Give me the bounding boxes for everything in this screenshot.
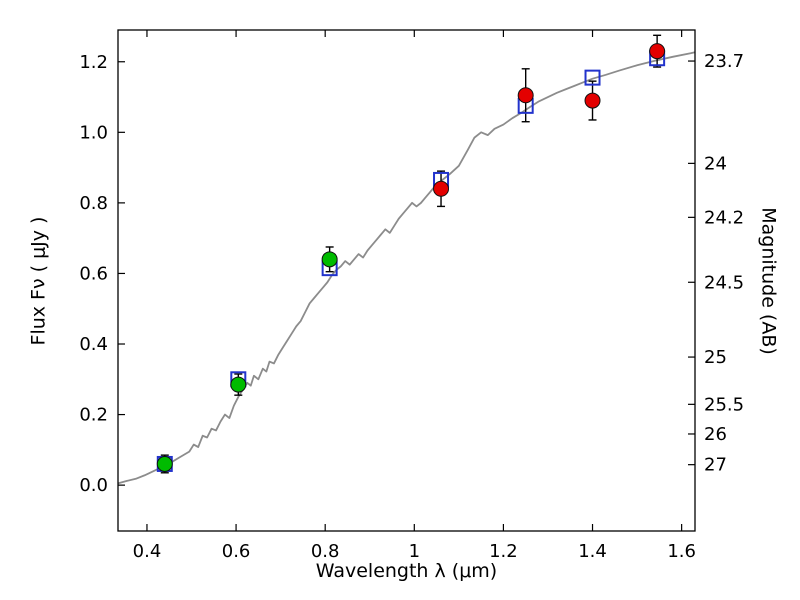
y-axis-label-flux: Flux Fν ( μJy ) bbox=[27, 216, 50, 346]
magnitude-tick-label: 25.5 bbox=[704, 394, 744, 415]
magnitude-tick-label: 26 bbox=[704, 424, 727, 445]
x-tick-label: 1 bbox=[409, 541, 420, 562]
magnitude-tick-label: 24 bbox=[704, 153, 727, 174]
y-tick-label: 1.2 bbox=[79, 52, 108, 73]
y-tick-label: 0.4 bbox=[79, 334, 108, 355]
observed-point-optical bbox=[156, 455, 173, 472]
observed-point-nir bbox=[433, 180, 450, 197]
magnitude-tick-label: 25 bbox=[704, 347, 727, 368]
observed-point-optical bbox=[321, 251, 338, 268]
y-tick-label: 0.6 bbox=[79, 263, 108, 284]
observed-point-nir bbox=[517, 87, 534, 104]
x-tick-label: 0.4 bbox=[133, 541, 162, 562]
x-tick-label: 1.6 bbox=[667, 541, 696, 562]
magnitude-tick-label: 27 bbox=[704, 455, 727, 476]
y-axis-label-magnitude: Magnitude (AB) bbox=[757, 207, 780, 355]
observed-point-nir bbox=[649, 43, 666, 60]
axes-box bbox=[117, 29, 696, 532]
x-tick-label: 1.2 bbox=[489, 541, 518, 562]
observed-point-nir bbox=[584, 92, 601, 109]
observed-point-optical bbox=[230, 376, 247, 393]
y-tick-label: 0.8 bbox=[79, 193, 108, 214]
x-tick-label: 1.4 bbox=[578, 541, 607, 562]
magnitude-tick-label: 24.5 bbox=[704, 272, 744, 293]
y-tick-label: 0.2 bbox=[79, 405, 108, 426]
photometry-square bbox=[584, 69, 601, 86]
magnitude-tick-label: 24.2 bbox=[704, 207, 744, 228]
y-tick-label: 1.0 bbox=[79, 122, 108, 143]
model-spectrum-line bbox=[117, 51, 696, 485]
x-tick-label: 0.8 bbox=[311, 541, 340, 562]
x-axis-label: Wavelength λ (μm) bbox=[315, 560, 498, 582]
magnitude-tick-label: 23.7 bbox=[704, 51, 744, 72]
y-tick-label: 0.0 bbox=[79, 475, 108, 496]
x-tick-label: 0.6 bbox=[222, 541, 251, 562]
